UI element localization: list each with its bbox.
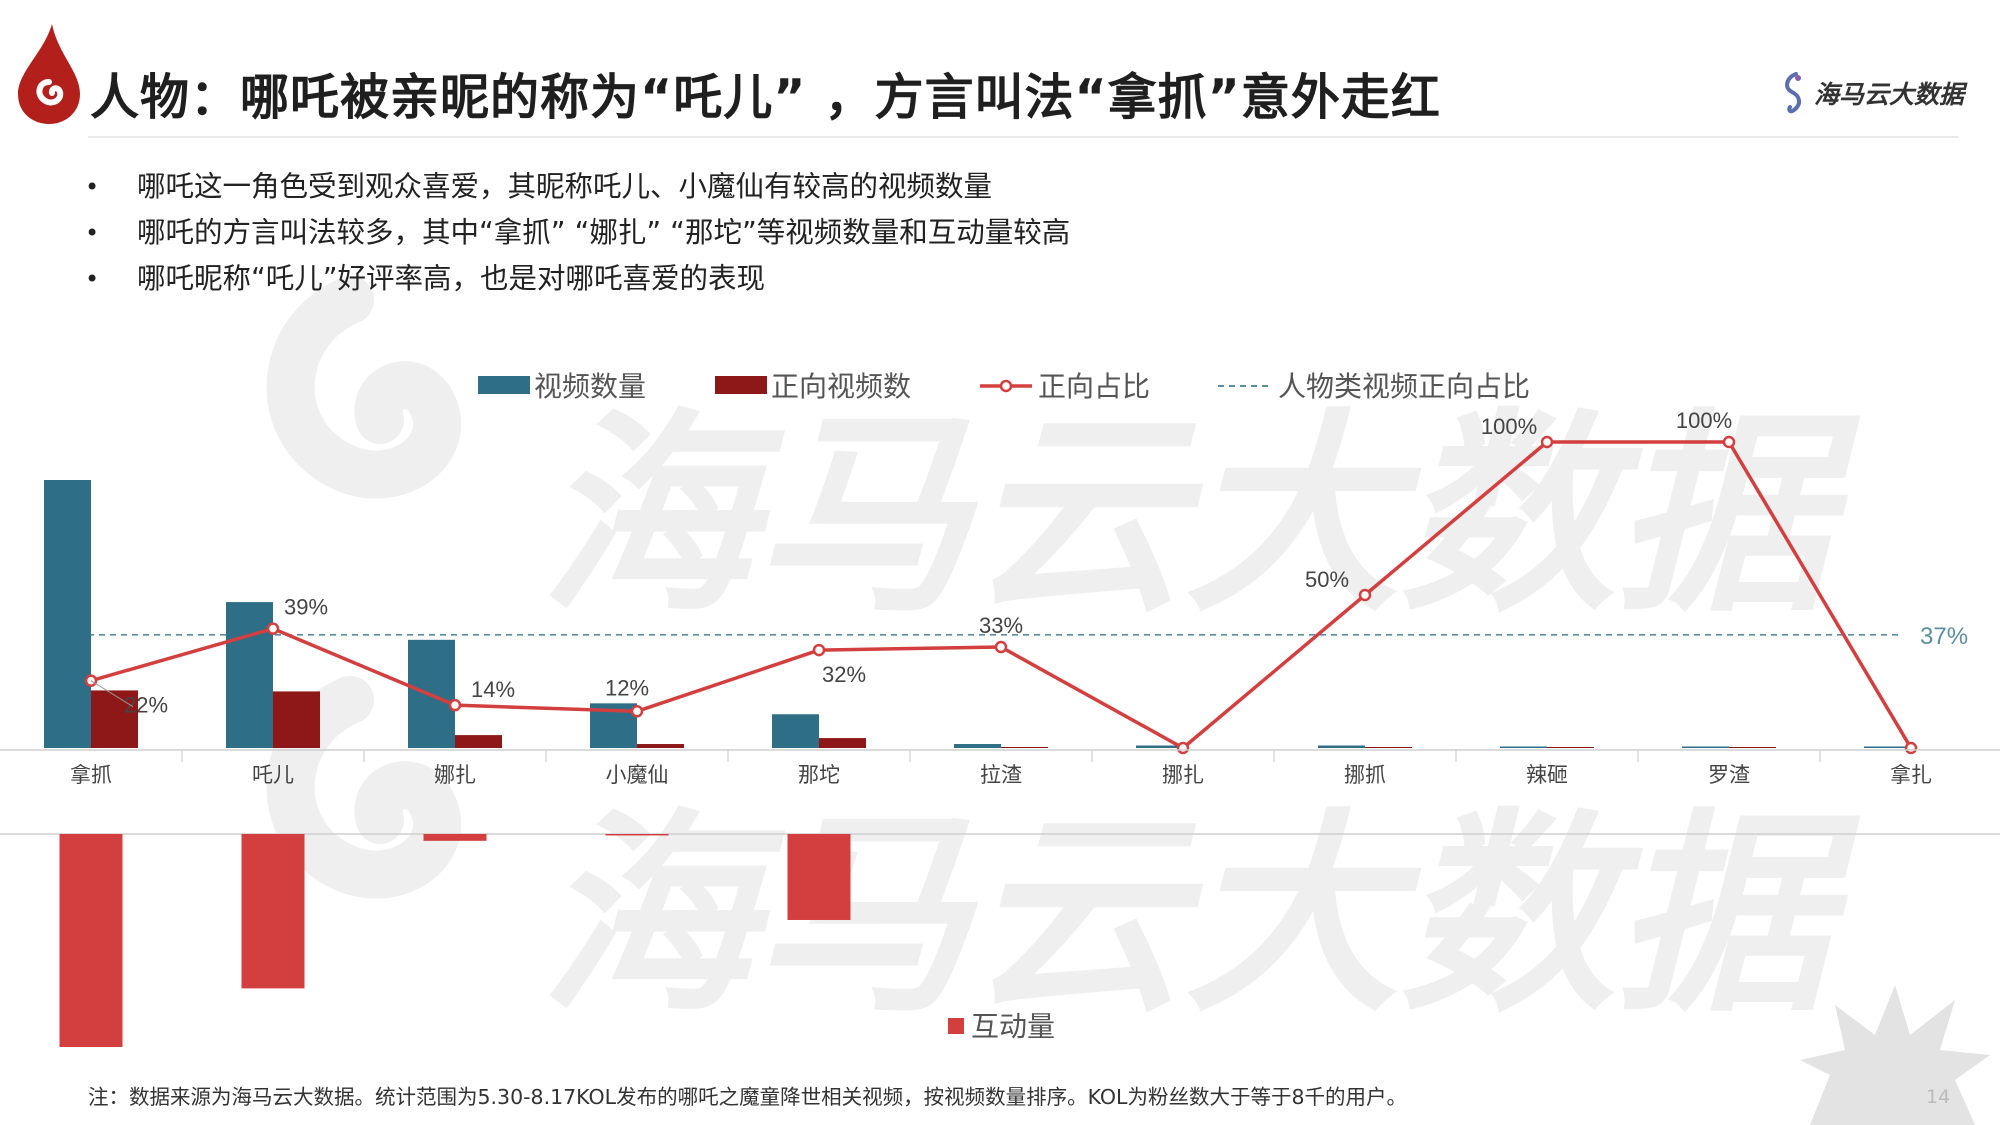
category-label: 拿抓 — [70, 763, 112, 787]
video-count-bar — [1864, 746, 1911, 748]
positive-video-bar — [819, 738, 866, 748]
video-count-bar — [226, 602, 273, 748]
video-count-bar — [772, 714, 819, 748]
category-axis: 拿抓 吒儿 娜扎 小魔仙 那坨 拉渣 挪扎 挪抓 辣砸 罗渣 拿扎 — [0, 749, 2000, 835]
flame-logo-icon — [18, 24, 80, 124]
category-label: 吒儿 — [252, 763, 294, 787]
reference-label: 37% — [1920, 623, 1968, 650]
positive-video-bar — [455, 735, 502, 748]
positive-ratio-point — [1722, 435, 1736, 449]
positive-video-bar — [1001, 747, 1048, 748]
positive-ratio-point — [266, 622, 280, 635]
category-label: 辣砸 — [1526, 763, 1568, 787]
positive-ratio-point — [994, 640, 1008, 654]
bullet-item: 哪吒的方言叫法较多，其中“拿抓” “娜扎” “那坨”等视频数量和互动量较高 — [85, 210, 1070, 256]
category-label: 罗渣 — [1708, 763, 1750, 787]
positive-ratio-line — [90, 440, 1913, 750]
video-count-bar — [1500, 746, 1547, 748]
category-label: 小魔仙 — [606, 763, 669, 787]
category-label: 挪抓 — [1344, 763, 1386, 787]
page-title: 人物：哪吒被亲昵的称为“吒儿” ，方言叫法“拿抓”意外走红 — [90, 69, 1441, 126]
seahorse-icon — [1785, 72, 1801, 114]
legend-label: 正向占比 — [1038, 370, 1150, 403]
positive-video-bar — [1729, 747, 1776, 748]
interaction-bar — [241, 834, 305, 989]
brand-logo: 海马云大数据 — [1780, 70, 1964, 116]
interaction-legend: 互动量 — [948, 1010, 1055, 1043]
legend-swatch-video — [478, 376, 530, 394]
watermark-text: 海马云大数据 — [540, 790, 1861, 1041]
category-label: 拉渣 — [980, 763, 1022, 787]
positive-ratio-label: 39% — [284, 595, 328, 620]
category-label: 拿扎 — [1890, 763, 1932, 787]
legend-label: 人物类视频正向占比 — [1278, 370, 1530, 403]
bullet-item: 哪吒这一角色受到观众喜爱，其昵称吒儿、小魔仙有较高的视频数量 — [85, 164, 1070, 210]
positive-ratio-point — [1904, 741, 1918, 755]
positive-ratio-point — [1358, 588, 1372, 602]
video-count-bar — [44, 480, 91, 748]
positive-ratio-label: 100% — [1481, 414, 1537, 439]
interaction-bar — [59, 834, 123, 1047]
title-divider — [88, 136, 1958, 138]
interaction-bar — [605, 834, 669, 836]
positive-video-bar — [637, 744, 684, 748]
positive-ratio-label: 33% — [979, 613, 1023, 638]
category-label: 那坨 — [798, 763, 840, 787]
decorative-flower — [1800, 985, 1990, 1125]
category-label: 娜扎 — [434, 763, 476, 787]
line-layer: 22%39%14% 12%32%33%50%100% 100% — [84, 408, 1918, 755]
legend-label: 视频数量 — [534, 370, 646, 403]
legend-label: 正向视频数 — [771, 370, 911, 403]
video-count-bar — [1136, 745, 1183, 748]
bullet-item: 哪吒昵称“吒儿”好评率高，也是对哪吒喜爱的表现 — [85, 256, 1070, 302]
positive-ratio-label: 14% — [471, 677, 515, 702]
label-leader-line — [90, 680, 134, 708]
positive-video-bar — [273, 691, 320, 748]
positive-video-bar — [1547, 747, 1594, 748]
interaction-bars-layer — [59, 834, 851, 1047]
positive-ratio-point — [630, 705, 644, 718]
legend-label: 互动量 — [971, 1010, 1055, 1043]
positive-ratio-point — [1540, 435, 1554, 449]
category-label: 挪扎 — [1162, 763, 1204, 787]
video-count-bar — [1682, 746, 1729, 748]
footnote: 注：数据来源为海马云大数据。统计范围为5.30-8.17KOL发布的哪吒之魔童降… — [88, 1085, 1407, 1109]
positive-ratio-point — [812, 643, 826, 657]
page-number: 14 — [1926, 1086, 1951, 1108]
chart-legend: 视频数量 正向视频数 正向占比 人物类视频正向占比 — [478, 370, 1530, 403]
key-points: 哪吒这一角色受到观众喜爱，其昵称吒儿、小魔仙有较高的视频数量 哪吒的方言叫法较多… — [85, 164, 1070, 302]
positive-video-bar — [1365, 747, 1412, 748]
positive-video-bar — [91, 690, 138, 748]
positive-ratio-label: 32% — [822, 662, 866, 687]
legend-swatch-interaction — [948, 1018, 964, 1034]
positive-ratio-label: 50% — [1305, 567, 1349, 592]
video-count-bar — [954, 744, 1001, 748]
interaction-bar — [787, 834, 851, 920]
legend-swatch-marker — [999, 379, 1013, 393]
interaction-bar — [423, 834, 487, 841]
legend-swatch-positive — [715, 376, 767, 394]
brand-name: 海马云大数据 — [1813, 80, 1964, 109]
reference-layer: 37% — [88, 623, 1968, 650]
positive-ratio-label: 12% — [605, 675, 649, 700]
bars-layer — [44, 480, 1911, 748]
video-count-bar — [1318, 745, 1365, 748]
positive-ratio-point — [448, 698, 462, 712]
positive-ratio-point — [1176, 741, 1190, 755]
watermark-text: 海马云大数据 — [540, 390, 1861, 641]
positive-ratio-label: 100% — [1676, 408, 1732, 433]
